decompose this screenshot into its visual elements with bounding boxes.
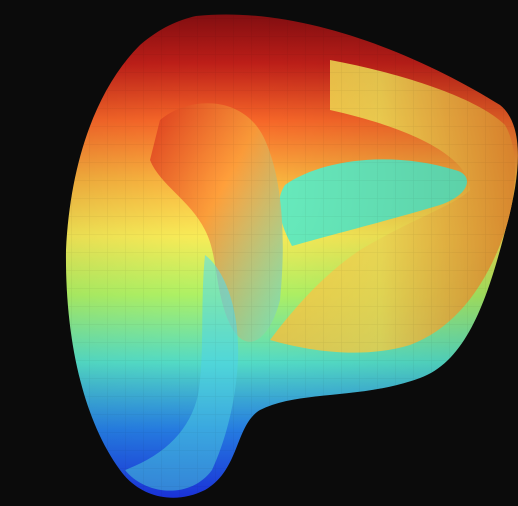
- surface-shape: [65, 14, 518, 498]
- surface-shading: [65, 14, 518, 498]
